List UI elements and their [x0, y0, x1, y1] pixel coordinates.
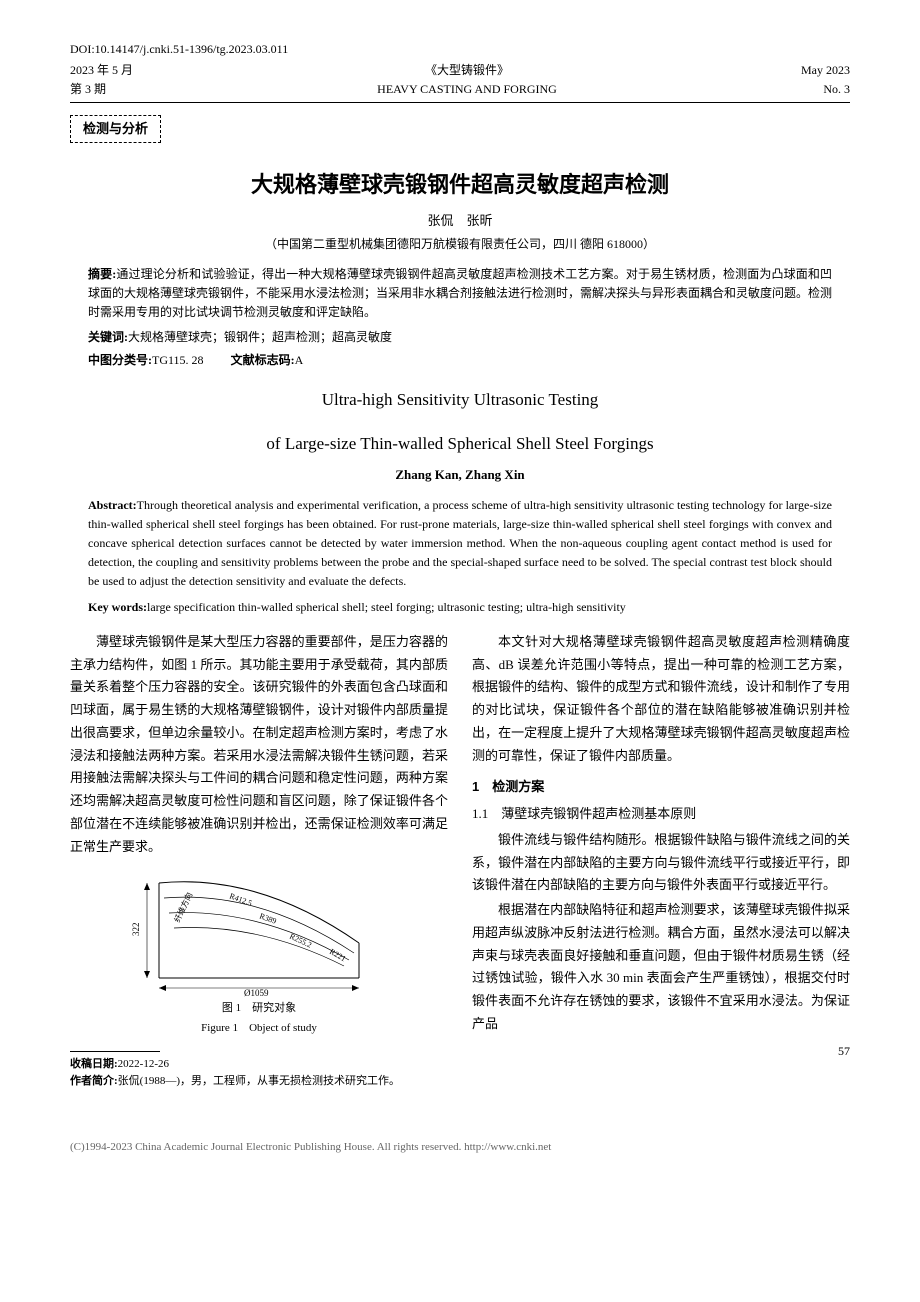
- keywords-en-label: Key words:: [88, 600, 147, 614]
- footnote-author: 作者简介:张侃(1988—)，男，工程师，从事无损检测技术研究工作。: [70, 1073, 448, 1090]
- clc-value: TG115. 28: [152, 353, 204, 367]
- docid-value: A: [295, 353, 304, 367]
- header-right: May 2023 No. 3: [801, 61, 850, 99]
- doi-text: DOI:10.14147/j.cnki.51-1396/tg.2023.03.0…: [70, 40, 850, 59]
- section-1-heading: 1 检测方案: [472, 777, 850, 798]
- body-columns: 薄壁球壳锻钢件是某大型压力容器的重要部件，是压力容器的主承力结构件，如图 1 所…: [70, 631, 850, 1090]
- received-date: 2022-12-26: [118, 1058, 169, 1070]
- abstract-cn-label: 摘要:: [88, 267, 116, 281]
- header-date-en: May 2023: [801, 61, 850, 80]
- keywords-en: Key words:large specification thin-walle…: [88, 598, 832, 617]
- page-number: 57: [472, 1042, 850, 1061]
- author-bio-label: 作者简介:: [70, 1075, 118, 1087]
- article-title-cn: 大规格薄壁球壳锻钢件超高灵敏度超声检测: [70, 167, 850, 202]
- abstract-en-text: Through theoretical analysis and experim…: [88, 498, 832, 589]
- clc-label: 中图分类号:: [88, 353, 152, 367]
- abstract-cn: 摘要:通过理论分析和试验验证，得出一种大规格薄壁球壳锻钢件超高灵敏度超声检测技术…: [88, 265, 832, 323]
- classification-line: 中图分类号:TG115. 28 文献标志码:A: [88, 351, 832, 370]
- figure-1: 322 Ø1059 R412.5 R389 R255.2 R221 纤维方向 图…: [70, 868, 448, 1037]
- keywords-en-text: large specification thin-walled spherica…: [147, 600, 626, 614]
- header-left: 2023 年 5 月 第 3 期: [70, 61, 133, 99]
- keywords-cn: 关键词:大规格薄壁球壳；锻钢件；超声检测；超高灵敏度: [88, 328, 832, 347]
- fig1-fiber-label: 纤维方向: [172, 891, 195, 924]
- copyright-footer: (C)1994-2023 China Academic Journal Elec…: [70, 1139, 850, 1157]
- abstract-cn-text: 通过理论分析和试验验证，得出一种大规格薄壁球壳锻钢件超高灵敏度超声检测技术工艺方…: [88, 267, 832, 319]
- header-issue-en: No. 3: [801, 80, 850, 99]
- header-center: 《大型铸锻件》 HEAVY CASTING AND FORGING: [377, 61, 557, 99]
- figure-1-caption-cn: 图 1 研究对象: [70, 1000, 448, 1018]
- page-header: 2023 年 5 月 第 3 期 《大型铸锻件》 HEAVY CASTING A…: [70, 61, 850, 102]
- left-column: 薄壁球壳锻钢件是某大型压力容器的重要部件，是压力容器的主承力结构件，如图 1 所…: [70, 631, 448, 1090]
- footnote-received: 收稿日期:2022-12-26: [70, 1056, 448, 1073]
- figure-1-svg: 322 Ø1059 R412.5 R389 R255.2 R221 纤维方向: [129, 868, 389, 998]
- fig1-r2: R389: [258, 912, 277, 926]
- abstract-en: Abstract:Through theoretical analysis an…: [88, 496, 832, 592]
- fig1-r1: R412.5: [228, 892, 253, 908]
- keywords-cn-text: 大规格薄壁球壳；锻钢件；超声检测；超高灵敏度: [128, 330, 392, 344]
- received-label: 收稿日期:: [70, 1058, 118, 1070]
- docid-label: 文献标志码:: [231, 353, 295, 367]
- body-right-p3: 根据潜在内部缺陷特征和超声检测要求，该薄壁球壳锻件拟采用超声纵波脉冲反射法进行检…: [472, 899, 850, 1036]
- journal-title-cn: 《大型铸锻件》: [377, 61, 557, 80]
- body-right-p2: 锻件流线与锻件结构随形。根据锻件缺陷与锻件流线之间的关系，锻件潜在内部缺陷的主要…: [472, 829, 850, 897]
- abstract-en-label: Abstract:: [88, 498, 137, 512]
- footnote-separator: [70, 1051, 160, 1052]
- article-title-en-line1: Ultra-high Sensitivity Ultrasonic Testin…: [70, 386, 850, 413]
- keywords-cn-label: 关键词:: [88, 330, 128, 344]
- fig1-dim-height: 322: [131, 923, 141, 937]
- header-date-cn: 2023 年 5 月: [70, 61, 133, 80]
- section-tag: 检测与分析: [70, 115, 161, 144]
- author-bio-text: 张侃(1988—)，男，工程师，从事无损检测技术研究工作。: [118, 1075, 400, 1087]
- authors-en: Zhang Kan, Zhang Xin: [70, 465, 850, 486]
- affiliation-cn: （中国第二重型机械集团德阳万航模锻有限责任公司，四川 德阳 618000）: [70, 235, 850, 254]
- fig1-dim-width: Ø1059: [244, 988, 269, 998]
- header-issue-cn: 第 3 期: [70, 80, 133, 99]
- fig1-r4: R221: [328, 947, 348, 963]
- right-column: 本文针对大规格薄壁球壳锻钢件超高灵敏度超声检测精确度高、dB 误差允许范围小等特…: [472, 631, 850, 1090]
- journal-title-en: HEAVY CASTING AND FORGING: [377, 80, 557, 99]
- body-left-p1: 薄壁球壳锻钢件是某大型压力容器的重要部件，是压力容器的主承力结构件，如图 1 所…: [70, 631, 448, 859]
- figure-1-caption-en: Figure 1 Object of study: [70, 1020, 448, 1038]
- section-1-1-heading: 1.1 薄壁球壳锻钢件超声检测基本原则: [472, 804, 850, 825]
- authors-cn: 张侃 张昕: [70, 211, 850, 232]
- article-title-en-line2: of Large-size Thin-walled Spherical Shel…: [70, 430, 850, 457]
- body-right-p1: 本文针对大规格薄壁球壳锻钢件超高灵敏度超声检测精确度高、dB 误差允许范围小等特…: [472, 631, 850, 768]
